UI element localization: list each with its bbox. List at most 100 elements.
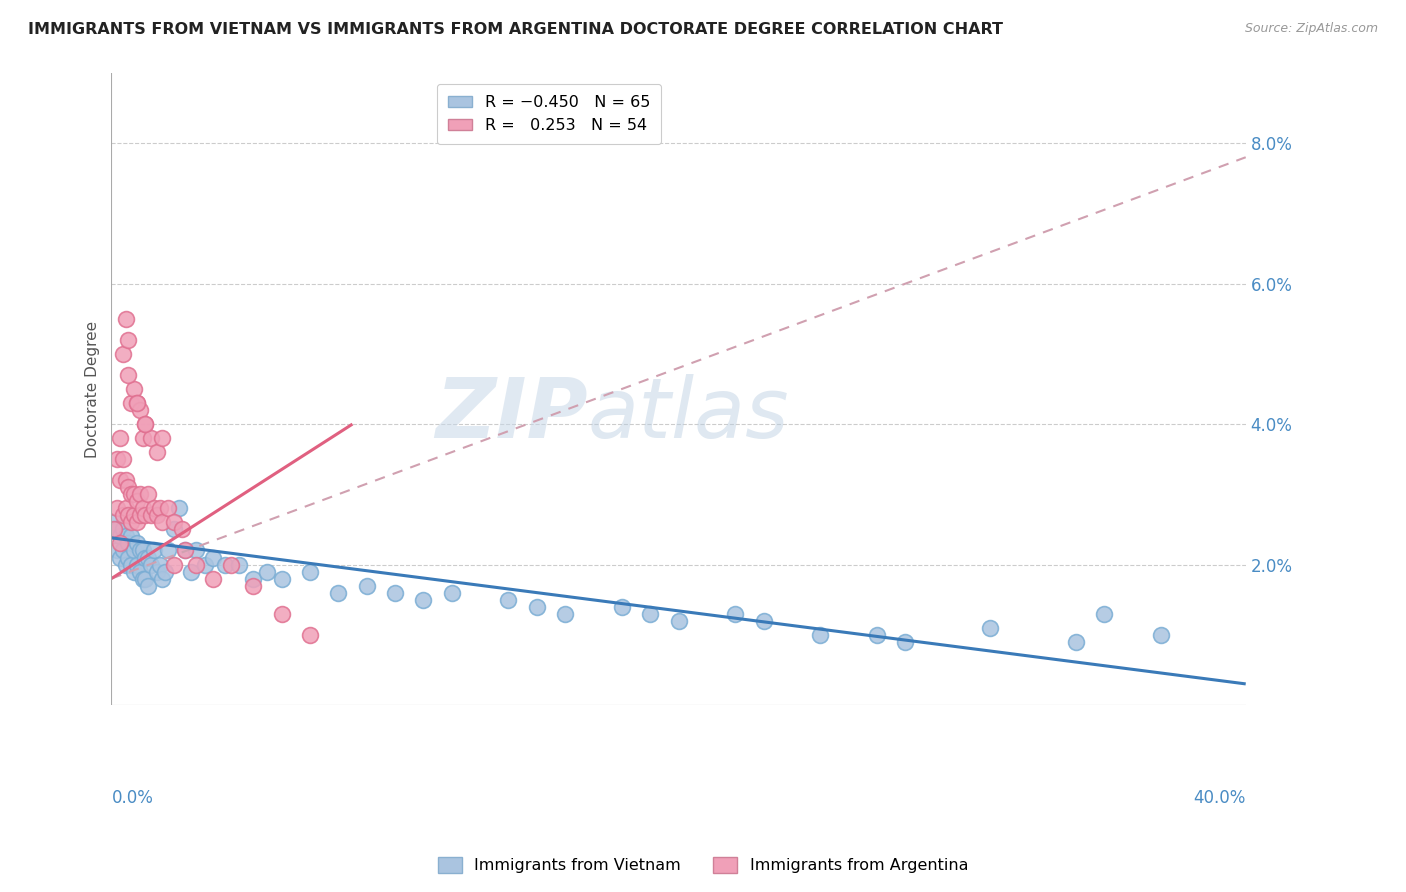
Point: [298, 565, 321, 579]
Point: [117, 536, 139, 550]
Point: [136, 579, 159, 593]
Point: [114, 473, 136, 487]
Point: [526, 599, 548, 614]
Point: [108, 431, 131, 445]
Point: [128, 508, 150, 523]
Point: [103, 523, 125, 537]
Point: [117, 333, 139, 347]
Point: [136, 487, 159, 501]
Point: [186, 558, 208, 572]
Point: [142, 543, 165, 558]
Point: [979, 621, 1001, 635]
Point: [125, 536, 148, 550]
Legend: Immigrants from Vietnam, Immigrants from Argentina: Immigrants from Vietnam, Immigrants from…: [432, 850, 974, 880]
Point: [194, 558, 217, 572]
Point: [172, 523, 194, 537]
Point: [152, 572, 174, 586]
Point: [146, 445, 169, 459]
Point: [163, 523, 186, 537]
Point: [1064, 634, 1087, 648]
Point: [105, 523, 128, 537]
Point: [169, 501, 191, 516]
Point: [131, 543, 153, 558]
Point: [186, 543, 208, 558]
Point: [125, 396, 148, 410]
Point: [668, 614, 690, 628]
Point: [149, 558, 172, 572]
Point: [114, 529, 136, 543]
Point: [752, 614, 775, 628]
Point: [117, 550, 139, 565]
Point: [202, 550, 225, 565]
Point: [157, 501, 180, 516]
Point: [270, 607, 292, 621]
Point: [610, 599, 633, 614]
Point: [866, 628, 889, 642]
Point: [1149, 628, 1171, 642]
Point: [114, 558, 136, 572]
Point: [163, 516, 186, 530]
Point: [155, 565, 177, 579]
Point: [1092, 607, 1115, 621]
Point: [142, 501, 165, 516]
Point: [108, 550, 131, 565]
Point: [111, 523, 134, 537]
Text: atlas: atlas: [588, 374, 789, 455]
Point: [131, 572, 153, 586]
Point: [103, 516, 125, 530]
Point: [111, 347, 134, 361]
Point: [219, 558, 242, 572]
Point: [134, 417, 156, 431]
Point: [202, 572, 225, 586]
Text: Source: ZipAtlas.com: Source: ZipAtlas.com: [1244, 22, 1378, 36]
Point: [298, 628, 321, 642]
Point: [440, 585, 463, 599]
Point: [356, 579, 378, 593]
Point: [498, 592, 520, 607]
Point: [134, 572, 156, 586]
Point: [139, 431, 162, 445]
Point: [157, 543, 180, 558]
Point: [149, 501, 172, 516]
Text: IMMIGRANTS FROM VIETNAM VS IMMIGRANTS FROM ARGENTINA DOCTORATE DEGREE CORRELATIO: IMMIGRANTS FROM VIETNAM VS IMMIGRANTS FR…: [28, 22, 1002, 37]
Point: [139, 508, 162, 523]
Point: [120, 396, 142, 410]
Text: 40.0%: 40.0%: [1194, 789, 1246, 807]
Point: [180, 565, 202, 579]
Text: ZIP: ZIP: [436, 374, 588, 455]
Point: [134, 417, 156, 431]
Point: [105, 452, 128, 467]
Y-axis label: Doctorate Degree: Doctorate Degree: [86, 320, 100, 458]
Point: [120, 558, 142, 572]
Point: [128, 543, 150, 558]
Point: [638, 607, 661, 621]
Point: [117, 368, 139, 382]
Point: [128, 487, 150, 501]
Point: [270, 572, 292, 586]
Point: [105, 543, 128, 558]
Point: [114, 501, 136, 516]
Point: [163, 558, 186, 572]
Point: [122, 565, 145, 579]
Point: [228, 558, 250, 572]
Point: [242, 579, 264, 593]
Point: [328, 585, 350, 599]
Point: [108, 536, 131, 550]
Point: [117, 508, 139, 523]
Point: [125, 558, 148, 572]
Point: [128, 565, 150, 579]
Point: [174, 543, 197, 558]
Point: [214, 558, 236, 572]
Point: [152, 431, 174, 445]
Point: [894, 634, 917, 648]
Point: [131, 501, 153, 516]
Point: [131, 431, 153, 445]
Point: [122, 487, 145, 501]
Point: [122, 508, 145, 523]
Point: [117, 480, 139, 494]
Point: [134, 508, 156, 523]
Point: [256, 565, 278, 579]
Point: [111, 543, 134, 558]
Point: [136, 550, 159, 565]
Point: [108, 529, 131, 543]
